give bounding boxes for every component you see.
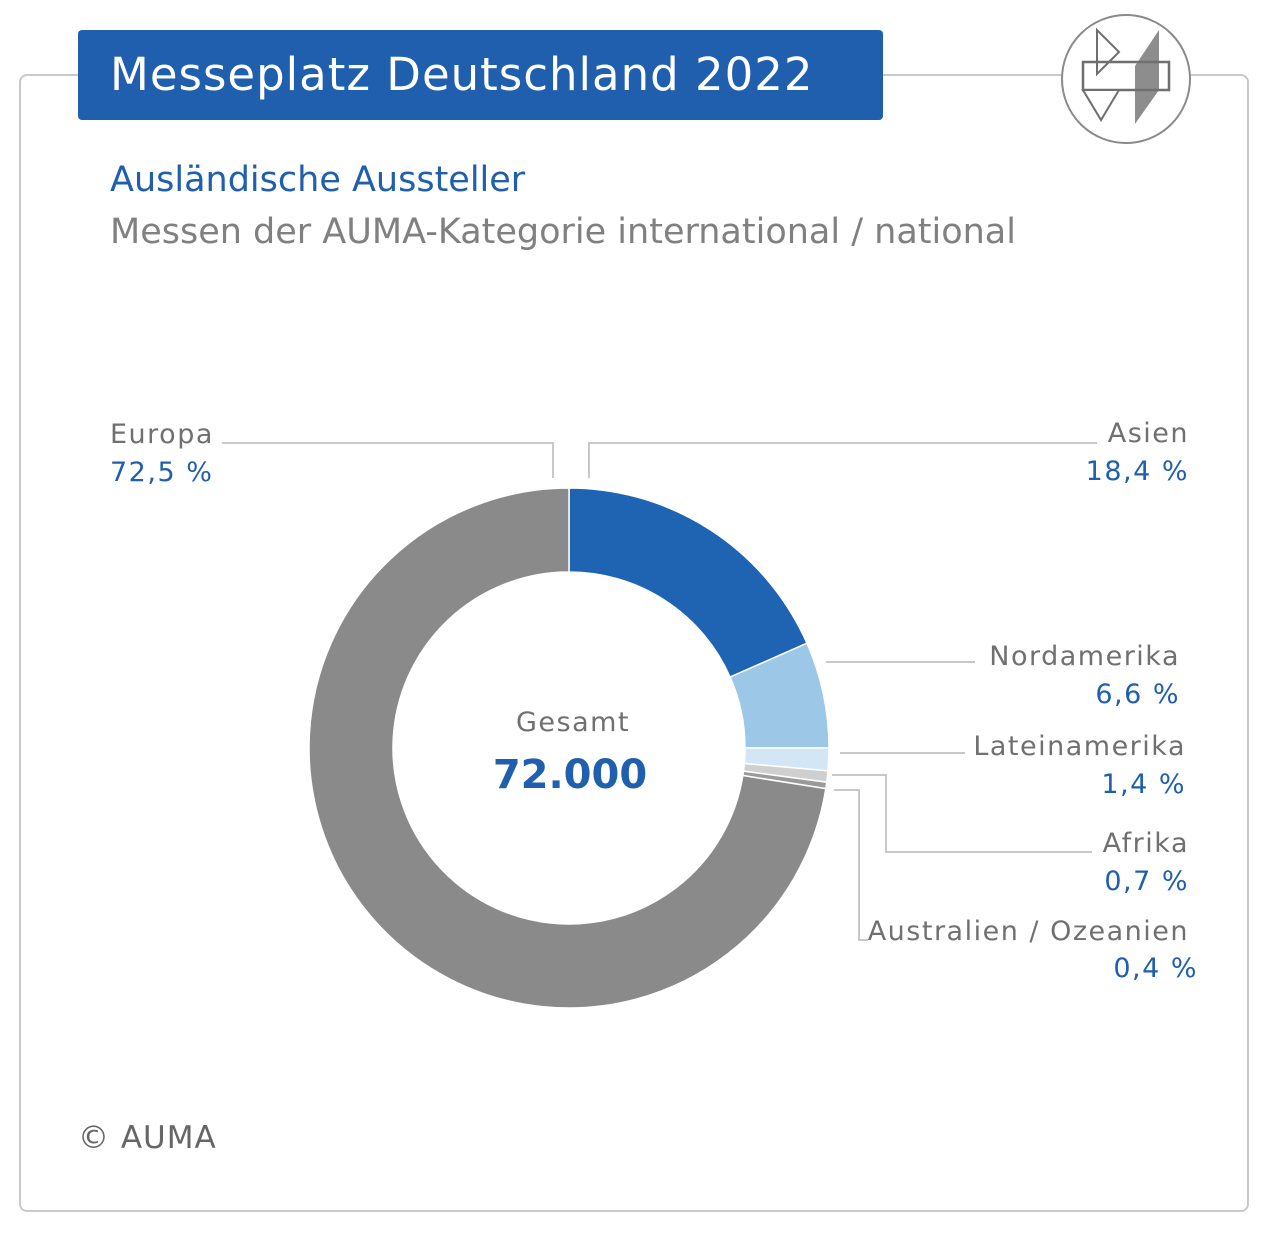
legend-label-afrika: Afrika [1103, 828, 1189, 859]
legend-label-australien-ozeanien: Australien / Ozeanien [868, 916, 1189, 947]
slice-europa [308, 487, 827, 1009]
data-label-europa: 72,5 % [110, 457, 213, 488]
data-label-australien-ozeanien: 0,4 % [1113, 953, 1198, 984]
leader-line [832, 774, 1092, 853]
leader-line [222, 442, 554, 478]
copyright: © AUMA [78, 1120, 217, 1156]
data-label-nordamerika: 6,6 % [1095, 679, 1180, 710]
chart-subtitle-secondary: Messen der AUMA-Kategorie international … [110, 212, 1016, 252]
auma-logo [1061, 14, 1191, 144]
legend-label-nordamerika: Nordamerika [989, 641, 1180, 672]
data-label-afrika: 0,7 % [1104, 866, 1189, 897]
legend-label-europa: Europa [110, 419, 214, 450]
legend-label-asien: Asien [1108, 418, 1189, 449]
chart-subtitle: Ausländische Aussteller [110, 160, 526, 200]
leader-line [588, 442, 1097, 478]
slice-asien [568, 487, 808, 679]
leader-line [834, 789, 868, 941]
page-title: Messeplatz Deutschland 2022 [78, 30, 883, 120]
data-label-lateinamerika: 1,4 % [1101, 769, 1186, 800]
center-label: Gesamt [516, 707, 630, 738]
center-value: 72.000 [493, 752, 647, 798]
data-label-asien: 18,4 % [1086, 456, 1189, 487]
legend-label-lateinamerika: Lateinamerika [973, 731, 1186, 762]
